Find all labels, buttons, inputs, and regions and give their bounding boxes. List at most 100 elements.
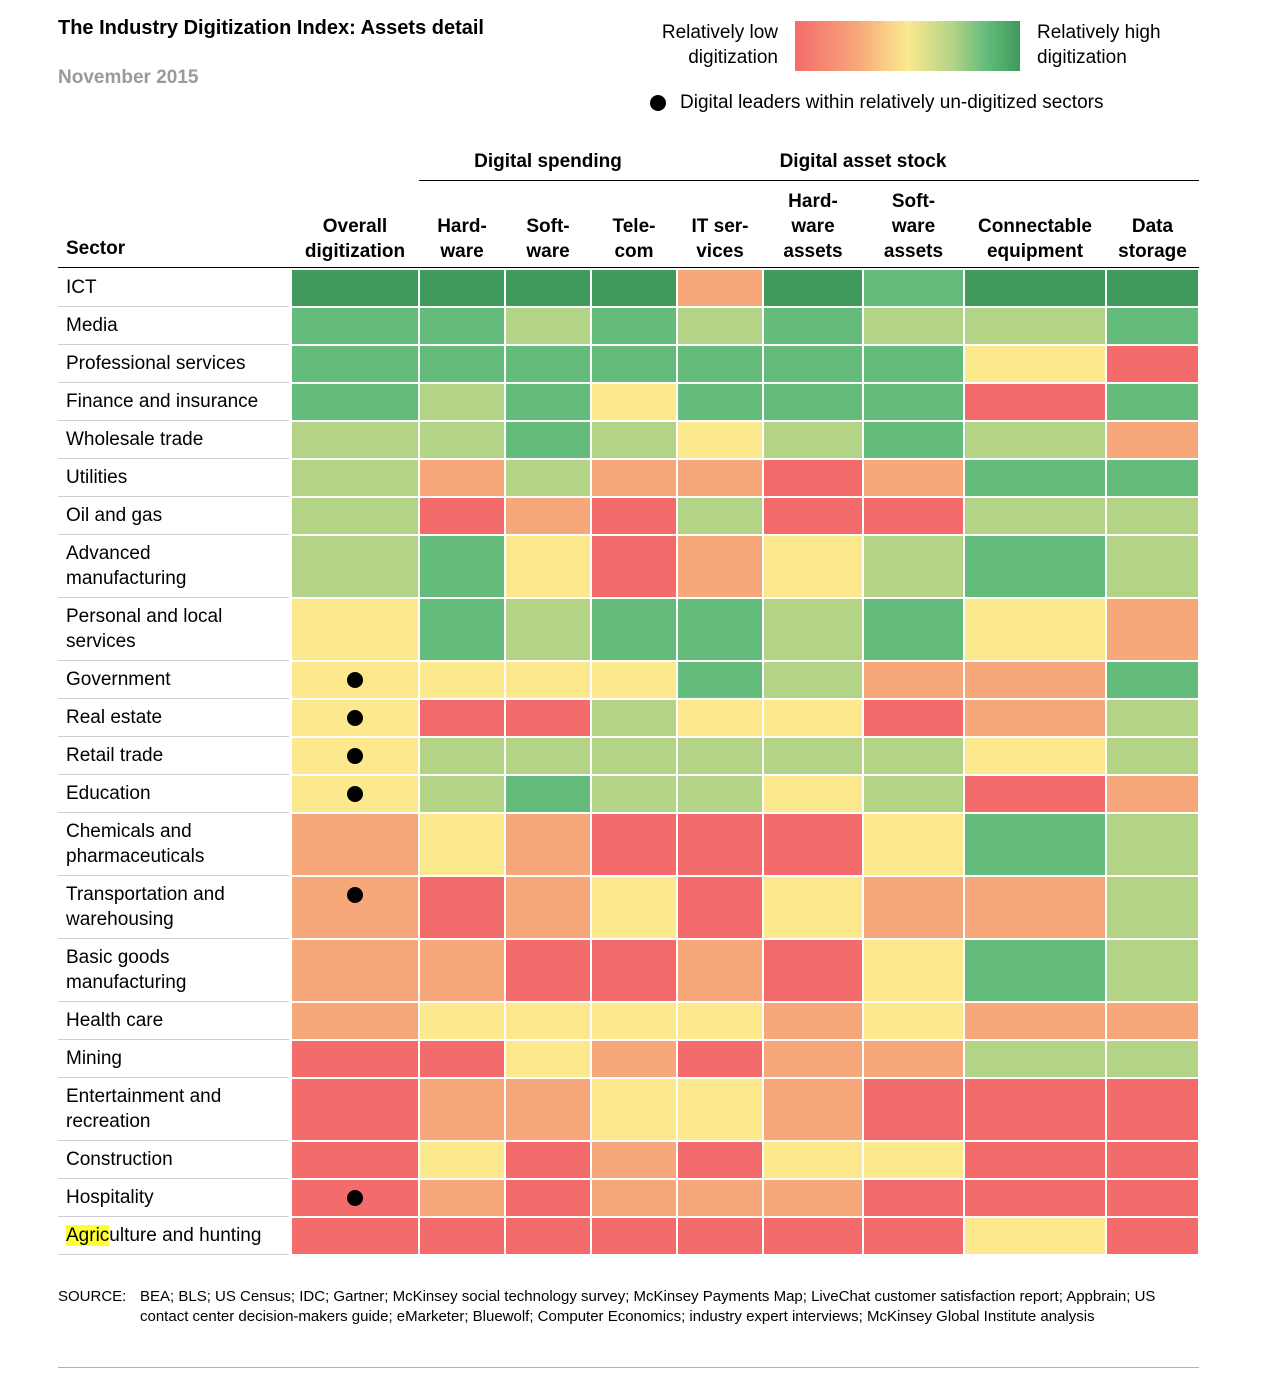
sector-label: Agriculture and hunting xyxy=(66,1217,261,1253)
sector-label: Hospitality xyxy=(66,1186,154,1208)
heatmap-cell xyxy=(678,384,762,420)
heatmap-cell xyxy=(420,498,504,534)
heatmap-cell xyxy=(678,308,762,344)
heatmap-cell xyxy=(764,1003,862,1039)
heatmap-cell xyxy=(764,346,862,382)
heatmap-cell xyxy=(1107,270,1198,306)
heatmap-cell xyxy=(506,1218,590,1254)
heatmap-cell xyxy=(292,1041,418,1077)
heatmap-cell xyxy=(592,738,676,774)
heatmap-cell xyxy=(506,346,590,382)
heatmap-cell xyxy=(678,270,762,306)
heatmap-cell xyxy=(965,940,1105,1001)
heatmap-cell xyxy=(678,1041,762,1077)
heatmap-cell xyxy=(764,308,862,344)
heatmap-cell xyxy=(592,422,676,458)
sector-label: Oil and gas xyxy=(66,504,163,526)
heatmap-cell xyxy=(506,1180,590,1216)
heatmap-cell xyxy=(1107,700,1198,736)
column-header: Data storage xyxy=(1118,216,1187,262)
heatmap-cell xyxy=(678,877,762,938)
heatmap-cell xyxy=(592,1180,676,1216)
highlighted-text: Agric xyxy=(66,1224,110,1246)
sector-label: ICT xyxy=(66,276,97,298)
heatmap-cell xyxy=(1107,460,1198,496)
heatmap-cell xyxy=(764,599,862,660)
heatmap-cell xyxy=(420,1003,504,1039)
row-divider xyxy=(58,698,289,699)
heatmap-cell xyxy=(592,270,676,306)
heatmap-cell xyxy=(965,814,1105,875)
sector-label: Chemicals and pharmaceuticals xyxy=(66,820,205,867)
heatmap-cell xyxy=(292,1003,418,1039)
heatmap-cell xyxy=(764,1218,862,1254)
heatmap-cell xyxy=(506,498,590,534)
heatmap-cell xyxy=(864,1041,963,1077)
heatmap-cell xyxy=(592,662,676,698)
heatmap-cell xyxy=(1107,1180,1198,1216)
sector-label: Basic goods manufacturing xyxy=(66,946,187,993)
heatmap-cell xyxy=(592,1218,676,1254)
heatmap-cell xyxy=(292,422,418,458)
heatmap-cell xyxy=(592,776,676,812)
heatmap-cell xyxy=(678,536,762,597)
heatmap-cell xyxy=(592,599,676,660)
column-header: Tele-com xyxy=(612,216,656,262)
row-divider xyxy=(58,306,289,307)
row-divider xyxy=(58,534,289,535)
heatmap-cell xyxy=(292,814,418,875)
heatmap-cell xyxy=(506,700,590,736)
heatmap-cell xyxy=(678,1003,762,1039)
heatmap-cell xyxy=(1107,662,1198,698)
heatmap-cell xyxy=(764,498,862,534)
sector-label: Retail trade xyxy=(66,744,164,766)
heatmap-cell xyxy=(864,384,963,420)
heatmap-cell xyxy=(506,662,590,698)
heatmap-cell xyxy=(864,1218,963,1254)
heatmap-cell xyxy=(1107,384,1198,420)
heatmap-cell xyxy=(592,877,676,938)
heatmap-cell xyxy=(764,877,862,938)
heatmap-cell xyxy=(965,346,1105,382)
heatmap-cell xyxy=(678,814,762,875)
heatmap-cell xyxy=(1107,422,1198,458)
row-divider xyxy=(58,774,289,775)
row-divider xyxy=(58,736,289,737)
heatmap-cell xyxy=(965,422,1105,458)
row-divider xyxy=(58,875,289,876)
sector-label: Education xyxy=(66,782,151,804)
heatmap-cell xyxy=(420,1218,504,1254)
heatmap-cell xyxy=(1107,877,1198,938)
heatmap-cell xyxy=(864,1079,963,1140)
heatmap-cell xyxy=(420,1079,504,1140)
heatmap-cell xyxy=(420,776,504,812)
heatmap-cell xyxy=(1107,346,1198,382)
heatmap-cell xyxy=(506,738,590,774)
heatmap-cell xyxy=(592,1003,676,1039)
heatmap-cell xyxy=(764,422,862,458)
heatmap-cell xyxy=(592,1041,676,1077)
heatmap-cell xyxy=(292,1079,418,1140)
heatmap-cell xyxy=(506,422,590,458)
heatmap-cell xyxy=(864,536,963,597)
source-key: SOURCE: xyxy=(58,1288,127,1305)
heatmap-cell xyxy=(420,1041,504,1077)
column-header: Hard-ware assets xyxy=(783,191,843,262)
legend-low-label: Relatively low digitization xyxy=(661,22,778,68)
column-header: Soft-ware assets xyxy=(883,191,944,262)
heatmap-cell xyxy=(506,1041,590,1077)
heatmap-cell xyxy=(764,814,862,875)
heatmap-cell xyxy=(764,662,862,698)
heatmap-cell xyxy=(965,1041,1105,1077)
heatmap-cell xyxy=(420,700,504,736)
heatmap-cell xyxy=(506,1079,590,1140)
heatmap-cell xyxy=(420,308,504,344)
chart-date: November 2015 xyxy=(58,67,199,88)
heatmap-cell xyxy=(420,877,504,938)
heatmap-cell xyxy=(764,1142,862,1178)
heatmap-cell xyxy=(965,1142,1105,1178)
heatmap-cell xyxy=(506,940,590,1001)
heatmap-cell xyxy=(678,1079,762,1140)
heatmap-cell xyxy=(764,1079,862,1140)
heatmap-cell xyxy=(420,422,504,458)
